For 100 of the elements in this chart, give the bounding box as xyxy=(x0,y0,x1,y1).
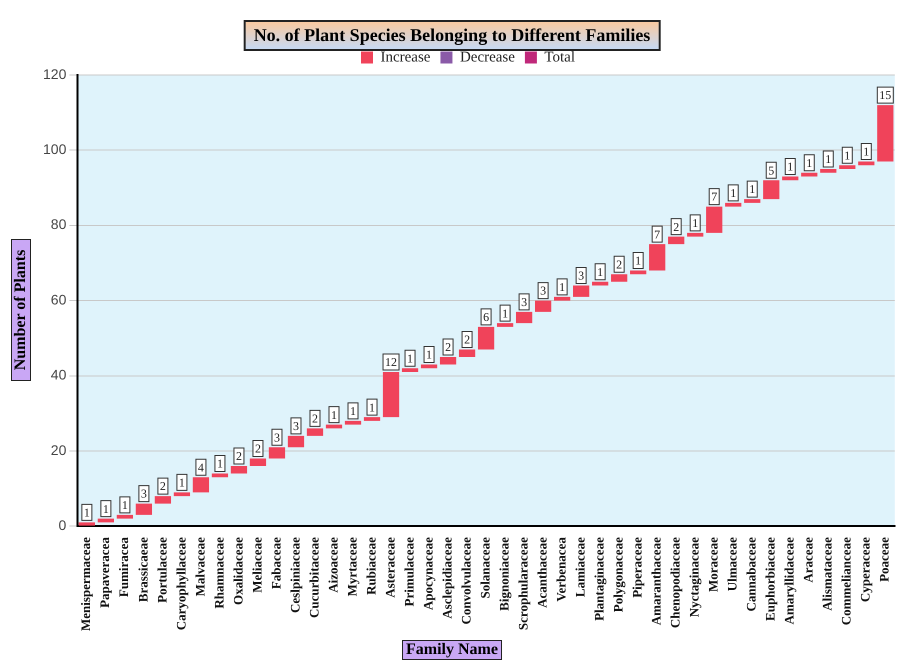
x-tick-label: Brassicaeae xyxy=(135,536,150,602)
x-tick-label: Fumiracea xyxy=(116,536,132,598)
bar xyxy=(554,296,570,301)
bar xyxy=(782,176,798,180)
bar xyxy=(858,161,874,166)
bar xyxy=(306,428,324,436)
x-tick-label: Apocynaceae xyxy=(420,536,436,610)
x-tick-label: Oxalidaceae xyxy=(230,536,246,606)
bar xyxy=(288,436,304,448)
x-tick-label: Araceae xyxy=(800,536,816,583)
data-label: 7 xyxy=(711,190,718,204)
data-label: 3 xyxy=(540,284,546,298)
bar xyxy=(763,180,780,200)
data-label: 1 xyxy=(102,502,109,516)
data-label: 2 xyxy=(160,479,166,494)
bar xyxy=(230,466,248,474)
x-tick-label: Menispermaceae xyxy=(78,536,94,632)
bar xyxy=(573,286,590,297)
data-label: 6 xyxy=(483,310,490,324)
data-label: 1 xyxy=(863,144,870,159)
x-tick-label: Convolvulaceae xyxy=(458,536,474,625)
x-tick-label: Cannabaceae xyxy=(744,536,759,612)
x-tick-label: Plantaginaceae xyxy=(592,536,607,621)
data-label: 5 xyxy=(768,163,774,178)
data-label: 1 xyxy=(122,498,128,512)
x-tick-label: Poaceae xyxy=(876,536,892,582)
data-label: 2 xyxy=(312,412,318,426)
x-tick-label: Acanthaceae xyxy=(534,536,550,608)
data-label: 1 xyxy=(559,280,566,294)
data-label: 1 xyxy=(331,408,337,422)
data-label: 3 xyxy=(521,295,528,310)
bar xyxy=(364,417,380,421)
x-tick-label: Nyctaginaceae xyxy=(686,536,702,618)
data-label: 1 xyxy=(635,254,642,268)
data-label: 1 xyxy=(749,182,756,196)
x-tick-label: Lamiaceae xyxy=(572,536,588,598)
data-label: 2 xyxy=(673,220,680,234)
x-tick-label: Aizoaceae xyxy=(325,536,340,593)
bar xyxy=(250,458,266,466)
x-tick-label: Myrtaceae xyxy=(344,536,360,596)
bar xyxy=(744,199,760,203)
bar xyxy=(534,300,552,312)
x-tick-label: Amaryllidaceae xyxy=(782,536,797,625)
x-tick-label: Portulaceae xyxy=(154,536,170,603)
bar xyxy=(78,522,95,526)
legend-label: Decrease xyxy=(460,49,516,66)
x-tick-label: Fabaceae xyxy=(268,536,284,590)
x-tick-label: Meliaceae xyxy=(249,536,264,593)
data-label: 3 xyxy=(578,268,584,283)
x-tick-label: Cyperaceae xyxy=(858,536,873,602)
x-tick-label: Papaveracea xyxy=(97,536,112,608)
bar xyxy=(116,514,134,519)
x-tick-label: Malvaceae xyxy=(192,536,208,596)
y-tick-label: 0 xyxy=(58,517,67,534)
data-label: 1 xyxy=(216,456,223,471)
x-tick-label: Alismataceae xyxy=(820,536,835,611)
bar xyxy=(192,477,210,492)
data-label: 1 xyxy=(84,506,90,520)
data-label: 12 xyxy=(385,355,398,370)
bar xyxy=(174,492,190,496)
data-label: 1 xyxy=(350,404,356,418)
bar xyxy=(326,424,342,428)
y-tick-label: 100 xyxy=(43,141,67,158)
data-label: 1 xyxy=(730,186,736,200)
data-label: 4 xyxy=(198,460,204,474)
x-tick-label: Bignoniaceae xyxy=(496,536,512,611)
bar xyxy=(458,349,476,357)
x-tick-label: Polygonaceae xyxy=(610,536,626,612)
data-label: 1 xyxy=(787,160,794,174)
data-label: 2 xyxy=(464,332,470,347)
data-label: 3 xyxy=(292,419,299,434)
data-label: 2 xyxy=(254,442,261,456)
bar xyxy=(839,165,856,169)
x-tick-label: Caryophyllaceae xyxy=(173,536,188,630)
x-tick-label: Amaranthaceae xyxy=(648,536,664,626)
data-label: 3 xyxy=(140,486,147,501)
x-tick-label: Asteraceae xyxy=(382,536,398,598)
x-tick-label: Euphorbiaceae xyxy=(762,536,778,621)
legend-label: Increase xyxy=(380,49,431,66)
x-tick-label: Verbenacea xyxy=(553,536,568,602)
bar xyxy=(592,282,608,286)
data-label: 2 xyxy=(616,257,622,272)
bar xyxy=(725,202,742,207)
chart-title: No. of Plant Species Belonging to Different Families xyxy=(244,20,660,51)
x-tick-label: Chenopodiaceae xyxy=(668,536,683,628)
data-label: 1 xyxy=(597,264,604,279)
data-label: 1 xyxy=(426,348,432,362)
bar xyxy=(212,474,228,478)
bar xyxy=(344,420,362,425)
data-label: 3 xyxy=(274,430,280,444)
bar xyxy=(154,496,172,504)
bar xyxy=(440,356,456,364)
bar xyxy=(630,270,646,274)
y-tick-label: 120 xyxy=(43,66,67,82)
y-axis-title: Number of Plants xyxy=(11,239,31,381)
bar xyxy=(420,364,438,368)
data-label: 7 xyxy=(654,227,660,242)
bar xyxy=(649,244,666,270)
bar xyxy=(706,206,722,233)
x-tick-label: Rubiaceae xyxy=(363,536,378,595)
